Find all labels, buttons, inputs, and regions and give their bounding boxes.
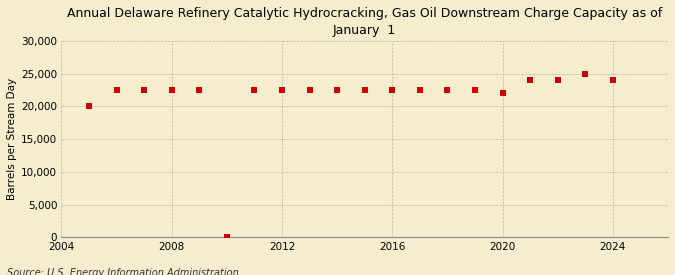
Point xyxy=(249,88,260,92)
Point xyxy=(552,78,563,82)
Title: Annual Delaware Refinery Catalytic Hydrocracking, Gas Oil Downstream Charge Capa: Annual Delaware Refinery Catalytic Hydro… xyxy=(67,7,662,37)
Point xyxy=(194,88,205,92)
Point xyxy=(331,88,342,92)
Point xyxy=(139,88,150,92)
Point xyxy=(497,91,508,95)
Point xyxy=(524,78,535,82)
Point xyxy=(414,88,425,92)
Point xyxy=(580,72,591,76)
Point xyxy=(359,88,370,92)
Point xyxy=(470,88,481,92)
Point xyxy=(277,88,288,92)
Point xyxy=(387,88,398,92)
Text: Source: U.S. Energy Information Administration: Source: U.S. Energy Information Administ… xyxy=(7,268,238,275)
Point xyxy=(84,104,95,109)
Y-axis label: Barrels per Stream Day: Barrels per Stream Day xyxy=(7,78,17,200)
Point xyxy=(221,235,232,239)
Point xyxy=(442,88,453,92)
Point xyxy=(111,88,122,92)
Point xyxy=(166,88,177,92)
Point xyxy=(304,88,315,92)
Point xyxy=(608,78,618,82)
